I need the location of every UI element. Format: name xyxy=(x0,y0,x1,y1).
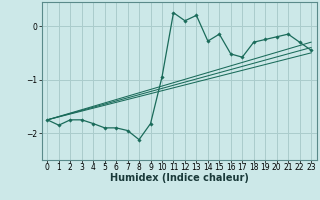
X-axis label: Humidex (Indice chaleur): Humidex (Indice chaleur) xyxy=(110,173,249,183)
